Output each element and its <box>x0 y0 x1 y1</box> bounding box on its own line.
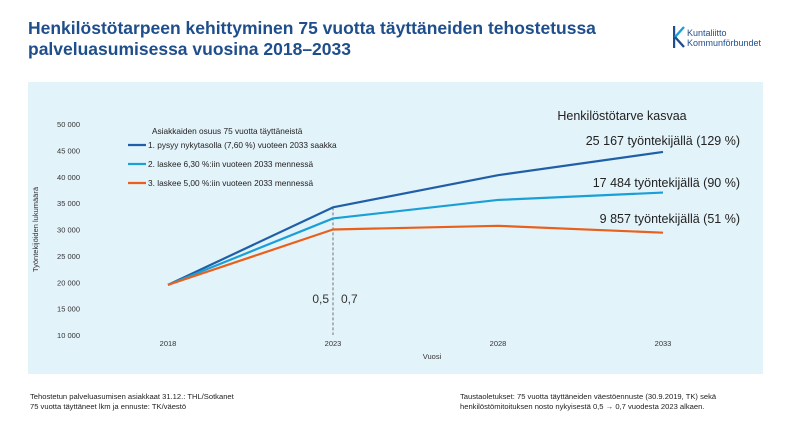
y-tick-label: 10 000 <box>57 331 80 340</box>
annotation-header: Henkilöstötarve kasvaa <box>557 109 686 123</box>
series-line-3 <box>167 224 664 286</box>
marker-label-before: 0,5 <box>312 292 329 306</box>
series-line-1 <box>167 150 664 286</box>
y-tick-label: 25 000 <box>57 252 80 261</box>
kuntaliitto-logo: Kuntaliitto Kommunförbundet <box>673 24 773 54</box>
end-label-1: 25 167 työntekijällä (129 %) <box>586 134 740 148</box>
footer-sources: Tehostetun palveluasumisen asiakkaat 31.… <box>30 392 234 412</box>
y-tick-label: 50 000 <box>57 120 80 129</box>
x-tick-label: 2018 <box>160 339 177 348</box>
legend-label-2: 2. laskee 6,30 %:iin vuoteen 2033 mennes… <box>148 159 314 169</box>
x-axis-title: Vuosi <box>423 352 442 361</box>
footer-left-line-2: 75 vuotta täyttäneet lkm ja ennuste: TK/… <box>30 402 187 411</box>
y-tick-label: 40 000 <box>57 173 80 182</box>
footer-right-line-2: henkilöstömitoituksen nosto nykyisestä 0… <box>460 402 705 411</box>
y-tick-label: 30 000 <box>57 226 80 235</box>
logo-line-1: Kuntaliitto <box>687 28 727 38</box>
line-chart: 10 000 15 000 20 000 25 000 30 000 35 000 40 0… <box>31 109 740 361</box>
y-tick-label: 15 000 <box>57 305 80 314</box>
y-tick-label: 45 000 <box>57 146 80 155</box>
logo-line-2: Kommunförbundet <box>687 38 762 48</box>
end-label-3: 9 857 työntekijällä (51 %) <box>600 212 740 226</box>
title-line-2: palveluasumisessa vuosina 2018–2033 <box>28 39 351 59</box>
x-tick-label: 2023 <box>325 339 342 348</box>
kuntaliitto-logo-icon <box>673 26 685 48</box>
chart-panel: 10 000 15 000 20 000 25 000 30 000 35 000 40 0… <box>28 82 763 374</box>
footer-assumptions: Taustaoletukset: 75 vuotta täyttäneiden … <box>460 392 716 412</box>
y-tick-label: 20 000 <box>57 278 80 287</box>
legend-label-3: 3. laskee 5,00 %:iin vuoteen 2033 mennes… <box>148 178 314 188</box>
footer-right-line-1: Taustaoletukset: 75 vuotta täyttäneiden … <box>460 392 717 401</box>
page-title: Henkilöstötarpeen kehittyminen 75 vuotta… <box>28 18 596 60</box>
logo-text: Kuntaliitto Kommunförbundet <box>687 28 761 48</box>
x-tick-label: 2028 <box>490 339 507 348</box>
y-axis-title: Työntekijöiden lukumäärä <box>31 186 40 272</box>
end-label-2: 17 484 työntekijällä (90 %) <box>593 176 740 190</box>
title-line-1: Henkilöstötarpeen kehittyminen 75 vuotta… <box>28 18 596 38</box>
series-line-2 <box>167 191 664 286</box>
legend-label-1: 1. pysyy nykytasolla (7,60 %) vuoteen 20… <box>148 140 337 150</box>
marker-label-after: 0,7 <box>341 292 358 306</box>
legend-title: Asiakkaiden osuus 75 vuotta täyttäneistä <box>152 126 303 136</box>
footer-left-line-1: Tehostetun palveluasumisen asiakkaat 31.… <box>30 392 234 401</box>
x-tick-label: 2033 <box>655 339 672 348</box>
y-tick-label: 35 000 <box>57 199 80 208</box>
